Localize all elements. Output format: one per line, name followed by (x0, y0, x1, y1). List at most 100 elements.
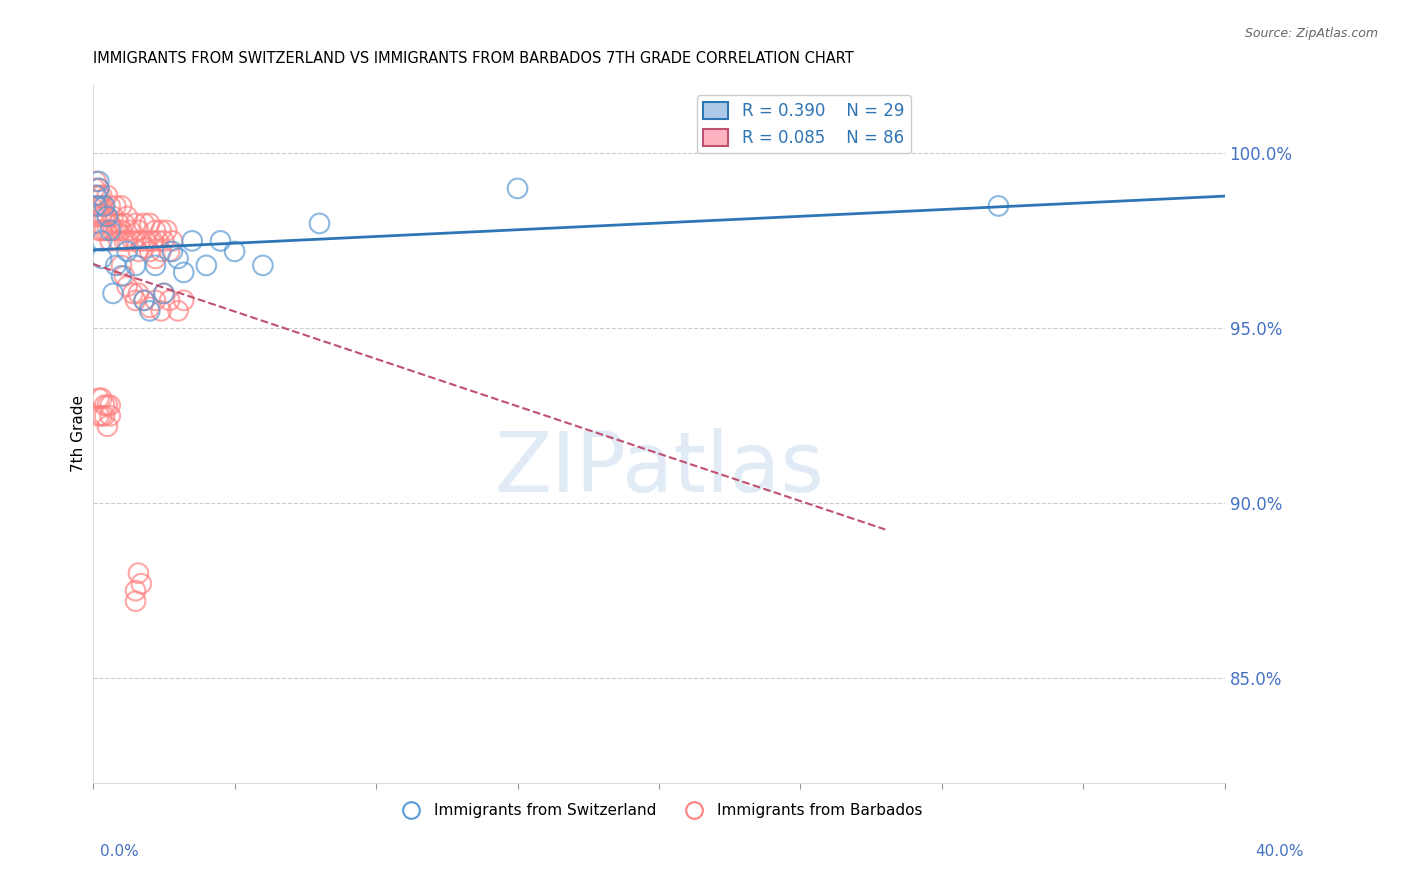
Point (84, 199, 107, 213)
Point (84, 188, 107, 202)
Point (98, 234, 121, 248)
Point (145, 252, 167, 266)
Point (162, 234, 184, 248)
Point (101, 210, 124, 224)
Point (115, 234, 138, 248)
Point (167, 303, 190, 318)
Point (173, 293, 195, 308)
Point (104, 223, 127, 237)
Point (145, 293, 167, 308)
Point (121, 234, 143, 248)
Point (124, 293, 146, 308)
Legend: Immigrants from Switzerland, Immigrants from Barbados: Immigrants from Switzerland, Immigrants … (389, 797, 928, 824)
Point (84, 199, 107, 213)
Point (90, 210, 112, 224)
Point (181, 234, 204, 248)
Point (142, 234, 165, 248)
Point (90, 223, 112, 237)
Point (159, 293, 181, 308)
Point (129, 234, 152, 248)
Point (98, 199, 121, 213)
Point (506, 181, 529, 195)
Point (139, 301, 162, 315)
Text: IMMIGRANTS FROM SWITZERLAND VS IMMIGRANTS FROM BARBADOS 7TH GRADE CORRELATION CH: IMMIGRANTS FROM SWITZERLAND VS IMMIGRANT… (93, 51, 853, 66)
Point (90, 392, 112, 406)
Point (308, 216, 330, 230)
Point (127, 223, 149, 237)
Y-axis label: 7th Grade: 7th Grade (72, 395, 86, 472)
Point (118, 223, 141, 237)
Point (84, 174, 107, 188)
Point (115, 279, 138, 293)
Point (93, 409, 115, 423)
Point (252, 259, 274, 273)
Point (110, 259, 132, 273)
Point (115, 210, 138, 224)
Point (104, 259, 127, 273)
Point (90, 199, 112, 213)
Point (150, 244, 173, 259)
Point (104, 199, 127, 213)
Point (112, 268, 135, 283)
Point (107, 216, 129, 230)
Point (224, 244, 246, 259)
Point (87, 181, 110, 195)
Point (93, 199, 115, 213)
Point (153, 286, 176, 301)
Point (129, 576, 152, 591)
Point (127, 244, 149, 259)
Point (110, 223, 132, 237)
Point (96, 210, 118, 224)
Point (124, 234, 146, 248)
Point (115, 244, 138, 259)
Point (96, 398, 118, 412)
Point (110, 199, 132, 213)
Point (90, 234, 112, 248)
Point (173, 265, 195, 279)
Text: 40.0%: 40.0% (1256, 845, 1303, 859)
Point (110, 268, 132, 283)
Point (127, 286, 149, 301)
Point (136, 234, 159, 248)
Point (93, 210, 115, 224)
Point (132, 241, 155, 255)
Text: Source: ZipAtlas.com: Source: ZipAtlas.com (1244, 27, 1378, 40)
Point (98, 398, 121, 412)
Point (167, 252, 190, 266)
Point (93, 199, 115, 213)
Point (139, 303, 162, 318)
Point (90, 409, 112, 423)
Point (90, 188, 112, 202)
Point (112, 234, 135, 248)
Point (145, 259, 167, 273)
Point (96, 188, 118, 202)
Point (87, 199, 110, 213)
Point (148, 234, 170, 248)
Point (98, 216, 121, 230)
Point (87, 181, 110, 195)
Text: 0.0%: 0.0% (100, 845, 139, 859)
Point (98, 223, 121, 237)
Point (124, 216, 146, 230)
Point (101, 223, 124, 237)
Point (93, 398, 115, 412)
Point (127, 566, 149, 581)
Point (159, 244, 181, 259)
Point (90, 252, 112, 266)
Point (98, 409, 121, 423)
Point (150, 303, 173, 318)
Point (209, 234, 232, 248)
Point (132, 293, 155, 308)
Point (84, 188, 107, 202)
Point (153, 286, 176, 301)
Point (124, 583, 146, 598)
Point (84, 210, 107, 224)
Point (132, 216, 155, 230)
Point (145, 223, 167, 237)
Point (87, 409, 110, 423)
Point (87, 223, 110, 237)
Point (101, 286, 124, 301)
Point (156, 223, 179, 237)
Point (87, 216, 110, 230)
Point (162, 244, 184, 259)
